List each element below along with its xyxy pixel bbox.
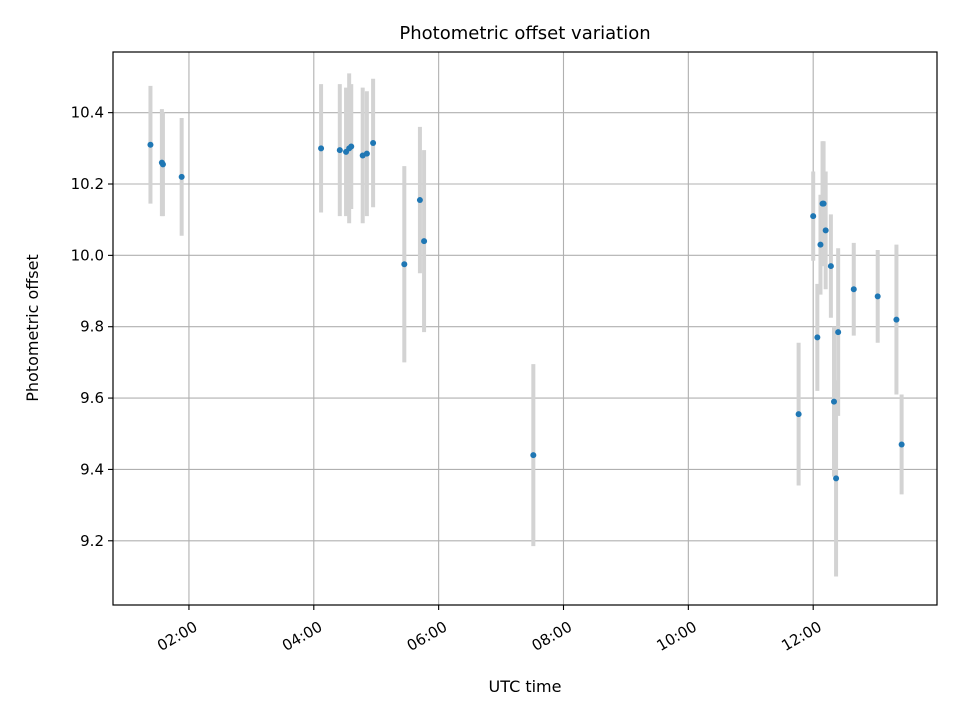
y-tick-label: 10.2	[71, 175, 104, 193]
data-point	[159, 161, 166, 168]
data-point	[795, 411, 802, 418]
data-point	[416, 197, 423, 204]
y-tick-label: 9.8	[80, 318, 104, 336]
y-tick-label: 9.4	[80, 460, 104, 478]
data-point	[835, 329, 842, 336]
data-point	[831, 398, 837, 405]
data-point	[833, 475, 840, 482]
data-point	[893, 316, 900, 323]
data-point	[336, 147, 343, 154]
data-point	[822, 227, 829, 234]
y-tick-label: 10.4	[71, 104, 104, 122]
data-point	[827, 263, 834, 270]
data-points	[147, 139, 905, 482]
data-point	[874, 293, 881, 300]
y-tick-label: 9.6	[80, 389, 104, 407]
plot-frame	[112, 51, 938, 606]
data-point	[898, 441, 905, 448]
data-point	[348, 143, 355, 150]
data-point	[363, 150, 370, 157]
data-point	[370, 139, 377, 146]
x-axis-label: UTC time	[489, 677, 562, 696]
data-point	[810, 213, 817, 220]
data-point	[178, 173, 185, 180]
y-axis-ticks: 9.2 9.4 9.6 9.8 10.0 10.2 10.4	[71, 104, 113, 550]
data-point	[421, 238, 428, 245]
data-point	[820, 200, 827, 207]
chart-title: Photometric offset variation	[399, 23, 650, 44]
data-point	[530, 452, 537, 459]
data-point	[147, 141, 154, 148]
y-axis-label: Photometric offset	[23, 254, 42, 402]
grid-lines	[113, 52, 937, 605]
data-point	[850, 286, 857, 293]
y-tick-label: 10.0	[71, 246, 104, 264]
data-point	[401, 261, 408, 268]
data-point	[814, 334, 821, 341]
data-point	[318, 145, 325, 152]
data-point	[817, 241, 824, 248]
y-tick-label: 9.2	[80, 532, 104, 550]
